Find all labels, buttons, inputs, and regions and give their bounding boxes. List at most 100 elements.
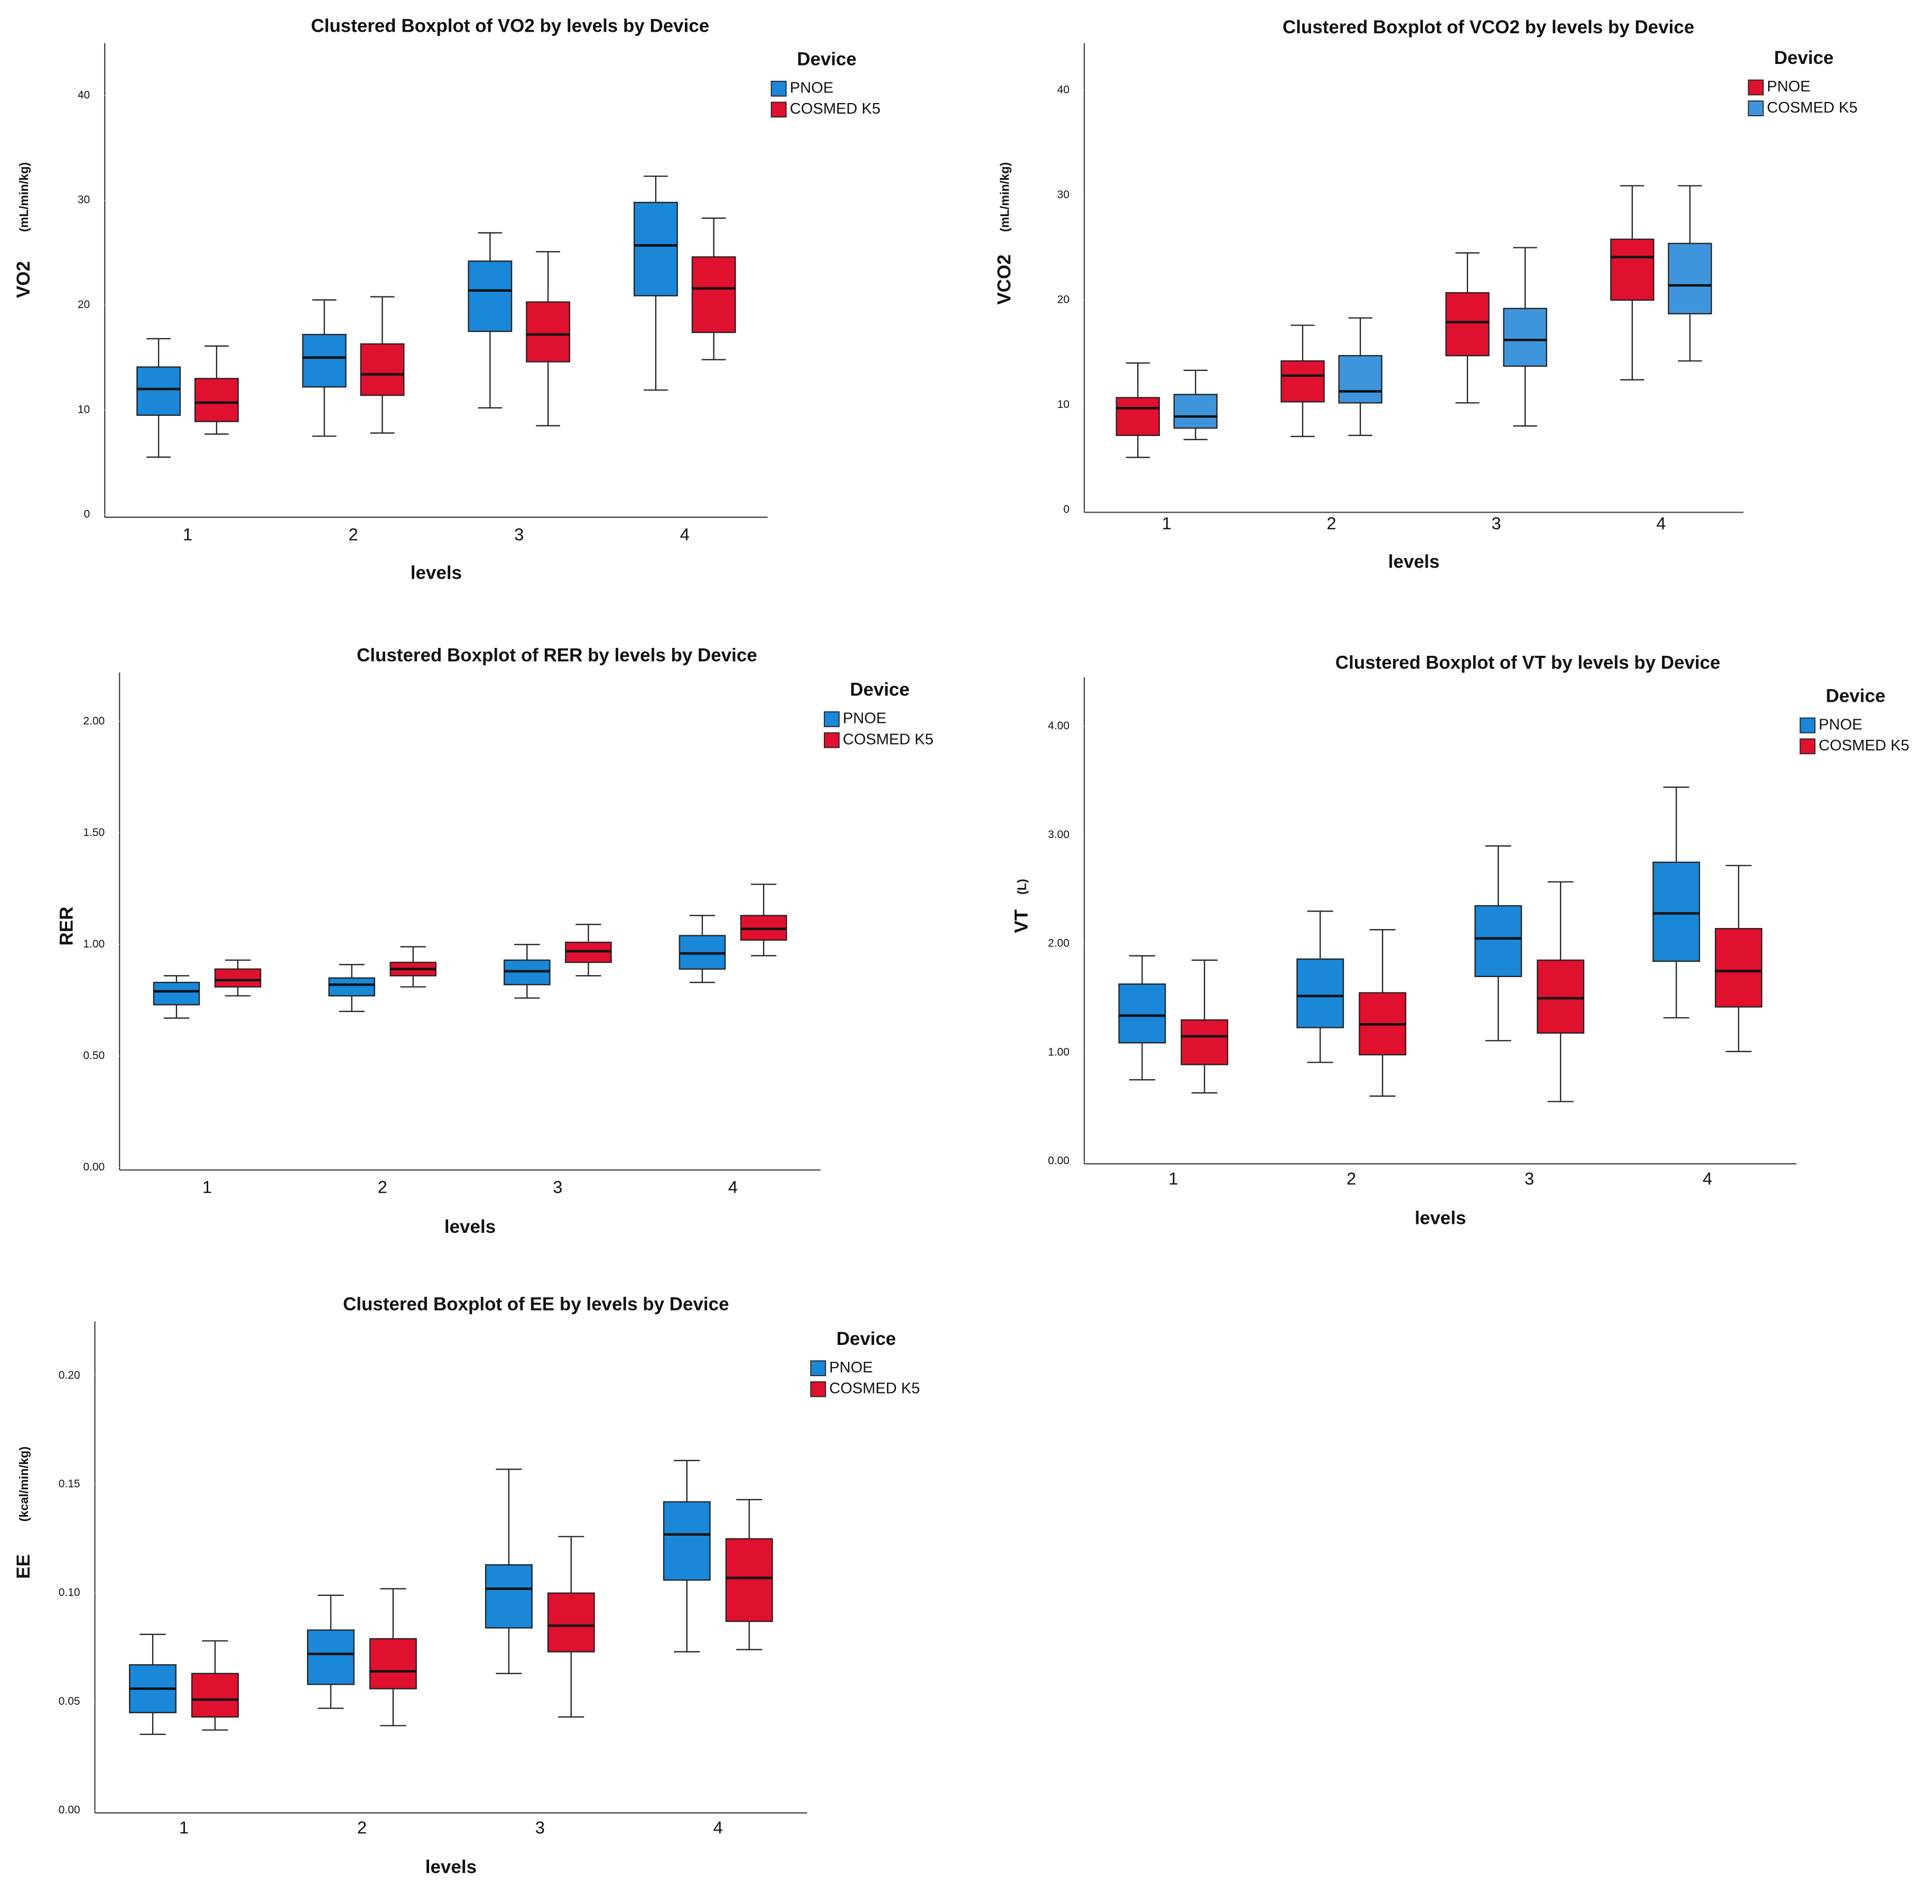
upper-whisker <box>736 1499 763 1539</box>
x-tick-label: 3 <box>1525 1168 1534 1188</box>
lower-whisker <box>701 332 726 360</box>
upper-whisker <box>318 1594 344 1630</box>
upper-whisker <box>225 959 251 969</box>
box <box>1181 1019 1229 1065</box>
box <box>1116 397 1160 436</box>
legend-title: Device <box>1774 48 1834 68</box>
upper-whisker <box>750 884 777 916</box>
box <box>1668 243 1712 314</box>
x-tick-label: 4 <box>680 524 690 544</box>
box <box>1280 360 1325 403</box>
y-tick-label: 10 <box>78 403 90 415</box>
upper-whisker <box>1191 959 1218 1020</box>
upper-whisker <box>1455 252 1480 293</box>
lower-whisker <box>318 1684 344 1709</box>
box <box>136 366 181 416</box>
y-tick-label: 0 <box>84 508 90 521</box>
upper-whisker <box>1678 185 1702 244</box>
box <box>360 343 405 396</box>
x-tick-label: 4 <box>1703 1168 1712 1188</box>
box <box>1537 959 1585 1034</box>
y-tick-label: 0.20 <box>59 1369 80 1381</box>
lower-whisker <box>140 1712 166 1735</box>
x-tick-label: 2 <box>378 1177 387 1197</box>
box <box>1445 292 1490 357</box>
y-axis-unit: (mL/min/kg) <box>998 162 1011 232</box>
x-axis-label: levels <box>1388 551 1439 572</box>
y-axis-unit: (L) <box>1015 879 1028 895</box>
upper-whisker <box>1129 955 1155 984</box>
legend-swatch <box>810 1360 826 1377</box>
x-tick-label: 2 <box>1327 513 1336 533</box>
box <box>468 260 513 332</box>
y-tick-label: 1.00 <box>1048 1046 1070 1058</box>
lower-whisker <box>536 361 560 426</box>
x-tick-label: 1 <box>1162 513 1172 533</box>
upper-whisker <box>558 1536 584 1593</box>
lower-whisker <box>205 421 229 435</box>
lower-whisker <box>225 987 251 997</box>
upper-whisker <box>496 1469 522 1565</box>
box <box>1610 238 1655 301</box>
x-tick-label: 1 <box>179 1817 189 1837</box>
box <box>725 1538 773 1622</box>
lower-whisker <box>1183 428 1208 441</box>
lower-whisker <box>202 1717 228 1731</box>
lower-whisker <box>674 1580 700 1652</box>
box <box>1503 308 1547 367</box>
legend-label: PNOE <box>790 79 834 96</box>
lower-whisker <box>1126 435 1150 458</box>
x-axis-label: levels <box>425 1857 477 1878</box>
lower-whisker <box>1191 1064 1218 1094</box>
y-axis-label: VCO2 <box>994 254 1015 304</box>
box <box>663 1501 711 1581</box>
y-tick-label: 1.50 <box>83 826 105 839</box>
upper-whisker <box>202 1640 228 1674</box>
x-axis-label: levels <box>444 1216 496 1237</box>
lower-whisker <box>1485 976 1511 1042</box>
box <box>526 301 571 363</box>
legend-label: PNOE <box>1767 78 1811 95</box>
y-tick-label: 30 <box>1057 189 1070 201</box>
upper-whisker <box>400 946 426 963</box>
upper-whisker <box>536 251 560 302</box>
lower-whisker <box>644 295 668 391</box>
lower-whisker <box>478 331 503 409</box>
x-tick-label: 1 <box>202 1177 212 1197</box>
lower-whisker <box>736 1621 763 1650</box>
chart-title: Clustered Boxplot of VCO2 by levels by D… <box>1283 17 1694 38</box>
lower-whisker <box>1547 1033 1574 1102</box>
x-tick-label: 4 <box>728 1177 738 1197</box>
y-tick-label: 2.00 <box>83 715 105 727</box>
legend-title: Device <box>850 680 909 700</box>
lower-whisker <box>1620 300 1645 380</box>
box <box>306 1629 355 1685</box>
upper-whisker <box>146 338 171 367</box>
box <box>485 1564 533 1629</box>
legend-swatch <box>823 732 840 748</box>
legend-label: COSMED K5 <box>790 100 881 117</box>
upper-whisker <box>575 924 601 943</box>
y-tick-label: 40 <box>78 89 90 101</box>
y-axis-unit: (kcal/min/kg) <box>17 1446 31 1521</box>
x-tick-label: 1 <box>183 524 192 544</box>
lower-whisker <box>514 984 540 999</box>
legend-label: PNOE <box>843 710 887 727</box>
y-tick-label: 0.00 <box>1048 1155 1070 1167</box>
x-axis-label: levels <box>1415 1208 1466 1228</box>
x-tick-label: 2 <box>1346 1168 1356 1188</box>
box <box>153 981 200 1006</box>
lower-whisker <box>689 969 716 983</box>
chart-title: Clustered Boxplot of RER by levels by De… <box>357 645 757 665</box>
box <box>691 256 736 333</box>
upper-whisker <box>312 299 337 335</box>
box <box>328 977 375 997</box>
box <box>194 378 239 422</box>
upper-whisker <box>1369 929 1396 993</box>
box <box>1652 861 1701 962</box>
upper-whisker <box>514 944 540 960</box>
box <box>1118 983 1166 1044</box>
legend-label: COSMED K5 <box>843 731 934 748</box>
y-axis-label: VO2 <box>13 261 34 298</box>
